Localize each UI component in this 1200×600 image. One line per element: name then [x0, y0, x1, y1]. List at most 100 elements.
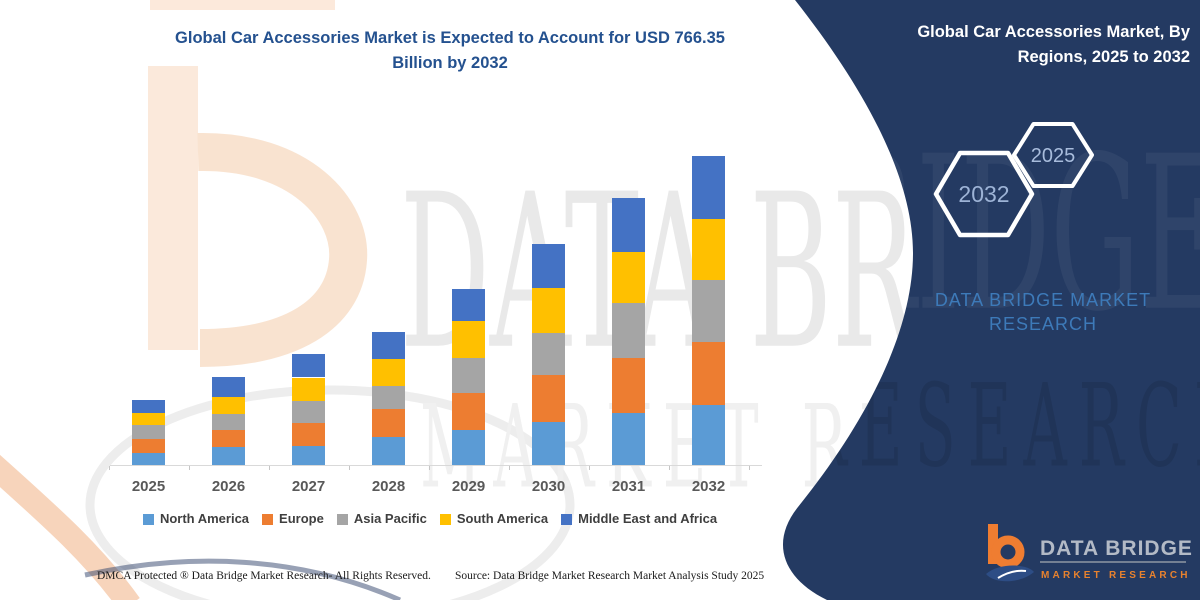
x-axis-label: 2029 — [451, 478, 486, 495]
company-logo: DATA BRIDGE MARKET RESEARCH — [986, 524, 1192, 582]
panel-brand-line1: DATA BRIDGE MARKET — [934, 290, 1152, 310]
legend-item: Middle East and Africa — [561, 511, 717, 526]
panel-brand-text: DATA BRIDGE MARKET RESEARCH — [893, 288, 1193, 336]
x-axis-label: 2031 — [611, 478, 646, 495]
x-axis-tick — [428, 466, 430, 470]
watermark-b-stem — [148, 66, 198, 350]
bar-segment-europe — [292, 423, 325, 447]
bar-segment-asia-pacific — [292, 400, 325, 424]
legend-swatch-icon — [336, 513, 348, 525]
bar-segment-middle-east-and-africa — [532, 243, 565, 289]
bar-segment-north-america — [132, 452, 165, 465]
bar-segment-asia-pacific — [532, 333, 565, 376]
bar-segment-asia-pacific — [692, 279, 725, 342]
panel-title-line1: Global Car Accessories Market, By — [917, 23, 1190, 41]
bar-segment-north-america — [372, 437, 405, 465]
bar-segment-europe — [532, 375, 565, 423]
bar-segment-middle-east-and-africa — [372, 331, 405, 359]
bar-segment-middle-east-and-africa — [692, 156, 725, 219]
bar-segment-north-america — [692, 404, 725, 465]
bar-segment-middle-east-and-africa — [292, 354, 325, 378]
panel-background-shape — [782, 0, 1200, 600]
legend-swatch-icon — [561, 513, 573, 525]
chart-title: Global Car Accessories Market is Expecte… — [120, 26, 780, 76]
legend-label: South America — [456, 511, 549, 526]
bar-segment-europe — [132, 438, 165, 453]
x-axis-tick — [188, 466, 190, 470]
x-axis-tick — [508, 466, 510, 470]
bar-segment-asia-pacific — [372, 386, 405, 410]
bar-segment-north-america — [212, 446, 245, 465]
bar-segment-north-america — [292, 446, 325, 465]
chart-title-line2: Billion by 2032 — [392, 54, 508, 72]
bar-segment-south-america — [212, 396, 245, 415]
bar-segment-asia-pacific — [132, 425, 165, 439]
legend-item: South America — [439, 511, 549, 526]
panel-title-line2: Regions, 2025 to 2032 — [1017, 48, 1190, 66]
hexagon-2032-label: 2032 — [958, 181, 1009, 207]
legend-swatch-icon — [262, 513, 274, 525]
legend-swatch-icon — [439, 513, 451, 525]
logo-brand-text: DATA BRIDGE — [1040, 537, 1192, 560]
x-axis-label: 2028 — [371, 478, 406, 495]
logo-sub-text: MARKET RESEARCH — [1041, 570, 1191, 581]
watermark-top-strip — [150, 0, 335, 10]
watermark-navy-arc — [84, 558, 402, 600]
bar-segment-asia-pacific — [212, 414, 245, 430]
stacked-bar-plot: 2025 2026 2027 2028 2029 2030 2031 2032 — [108, 156, 762, 495]
bar-segment-south-america — [292, 377, 325, 401]
x-axis-tick — [668, 466, 670, 470]
source-text: Source: Data Bridge Market Research Mark… — [455, 570, 765, 582]
legend-item: North America — [142, 511, 250, 526]
x-axis-label: 2030 — [531, 478, 566, 495]
bar-segment-north-america — [612, 413, 645, 465]
legend-label: Middle East and Africa — [578, 511, 718, 526]
logo-b-stem — [988, 524, 998, 564]
bar-segment-middle-east-and-africa — [452, 288, 485, 322]
legend-item: Europe — [262, 511, 324, 526]
bar-segment-south-america — [532, 288, 565, 334]
x-axis-line — [110, 465, 762, 466]
legend-swatch-icon — [142, 513, 154, 525]
hexagon-2025-label: 2025 — [1031, 145, 1076, 167]
x-axis-tick — [588, 466, 590, 470]
bar-segment-europe — [212, 429, 245, 447]
chart-title-line1: Global Car Accessories Market is Expecte… — [175, 29, 725, 47]
x-axis-tick — [108, 466, 110, 470]
watermark-b-bowl — [197, 132, 368, 367]
bar-segment-middle-east-and-africa — [132, 400, 165, 413]
bar-segment-europe — [372, 409, 405, 438]
bar-segment-asia-pacific — [612, 302, 645, 358]
bar-segment-north-america — [532, 422, 565, 465]
watermark-swoosh-circle — [85, 385, 575, 600]
panel-brand-line2: RESEARCH — [988, 314, 1098, 334]
bar-segment-south-america — [692, 218, 725, 280]
legend-label: North America — [159, 511, 250, 526]
watermark-orange-arc — [0, 454, 140, 600]
bar-segment-north-america — [452, 429, 485, 465]
x-axis-tick — [268, 466, 270, 470]
legend-item: Asia Pacific — [336, 511, 427, 526]
hexagon-2025 — [1012, 122, 1094, 188]
bar-segment-south-america — [452, 321, 485, 358]
logo-leaf-vein — [997, 569, 1027, 579]
panel-watermark-line2: MARKET RESEARCH — [420, 360, 1200, 493]
panel-title: Global Car Accessories Market, By Region… — [850, 20, 1190, 70]
bar-segment-asia-pacific — [452, 357, 485, 393]
x-axis-label: 2027 — [291, 478, 326, 495]
bar-segment-middle-east-and-africa — [612, 197, 645, 253]
x-axis-label: 2032 — [691, 478, 726, 495]
hexagon-2032 — [933, 150, 1035, 238]
bar-segment-south-america — [372, 358, 405, 387]
logo-b-bowl — [991, 535, 1025, 569]
chart-legend: North America Europe Asia Pacific South Ame… — [95, 511, 765, 526]
legend-label: Europe — [279, 511, 324, 526]
x-axis-label: 2025 — [131, 478, 166, 495]
x-axis-label: 2026 — [211, 478, 246, 495]
x-axis-tick — [748, 466, 750, 470]
bar-segment-europe — [692, 341, 725, 405]
dmca-copyright-text: DMCA Protected ® Data Bridge Market Rese… — [97, 570, 431, 582]
bar-segment-south-america — [612, 252, 645, 303]
